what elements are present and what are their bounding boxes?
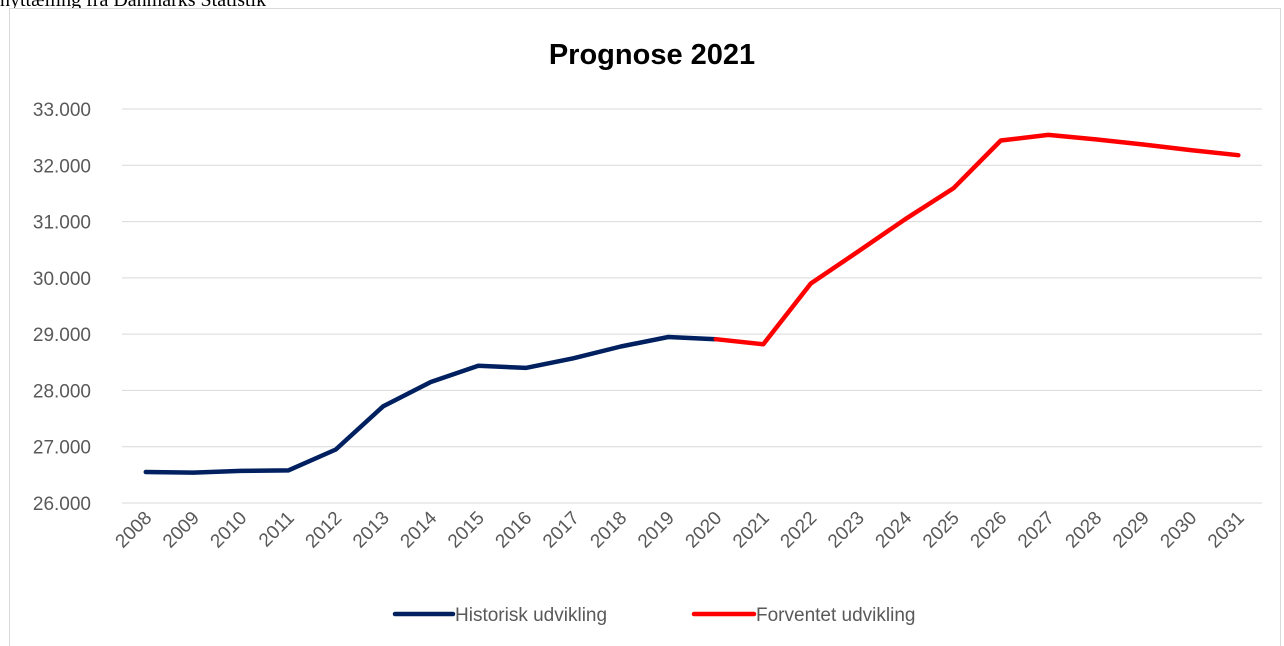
gridlines [122,108,1262,504]
page-caption: nyttælling fra Danmarks Statistik [0,0,267,11]
y-tick-label: 33.000 [33,100,91,121]
series-line-historisk [143,334,719,475]
x-tick-label: 2017 [539,508,584,553]
x-tick-label: 2030 [1157,508,1202,553]
x-tick-label: 2011 [255,508,299,552]
legend: Historisk udvikling Forventet udvikling [392,605,915,626]
x-tick-label: 2026 [967,508,1012,553]
series-lines [143,132,1241,475]
x-tick-label: 2008 [112,508,157,553]
chart-title: Prognose 2021 [549,39,755,71]
x-tick-label: 2028 [1062,508,1107,553]
x-tick-label: 2025 [919,508,964,553]
x-tick-label: 2022 [777,508,822,553]
x-tick-label: 2010 [207,508,252,553]
x-tick-label: 2020 [682,508,727,553]
y-tick-label: 32.000 [33,156,91,177]
x-tick-label: 2013 [349,508,394,553]
chart-area [9,8,1281,646]
x-tick-label: 2015 [444,508,489,553]
x-axis-tick-labels: 2008 2009 2010 2011 2012 2013 2014 2015 2016 2017… [112,507,1249,552]
y-axis-tick-labels: 26.000 27.000 28.000 29.000 30.000 31.000 32.0… [33,100,91,515]
x-tick-label: 2014 [397,507,442,552]
x-tick-label: 2019 [634,508,679,553]
x-tick-label: 2031 [1204,508,1249,553]
y-tick-label: 31.000 [33,213,91,234]
x-tick-label: 2012 [302,508,347,553]
x-tick-label: 2024 [872,507,917,552]
y-tick-label: 26.000 [33,494,91,515]
x-tick-label: 2029 [1109,508,1154,553]
x-tick-label: 2018 [587,508,632,553]
x-tick-label: 2016 [492,508,537,553]
x-tick-label: 2023 [824,508,869,553]
legend-label: Historisk udvikling [455,605,607,626]
x-tick-label: 2027 [1014,508,1059,553]
series-line-forventet [713,132,1241,347]
y-tick-label: 29.000 [33,325,91,346]
y-tick-label: 27.000 [33,438,91,459]
x-tick-label: 2009 [159,508,204,553]
legend-label: Forventet udvikling [756,605,915,626]
y-tick-label: 30.000 [33,269,91,290]
x-tick-label: 2021 [729,508,774,553]
y-tick-label: 28.000 [33,381,91,402]
